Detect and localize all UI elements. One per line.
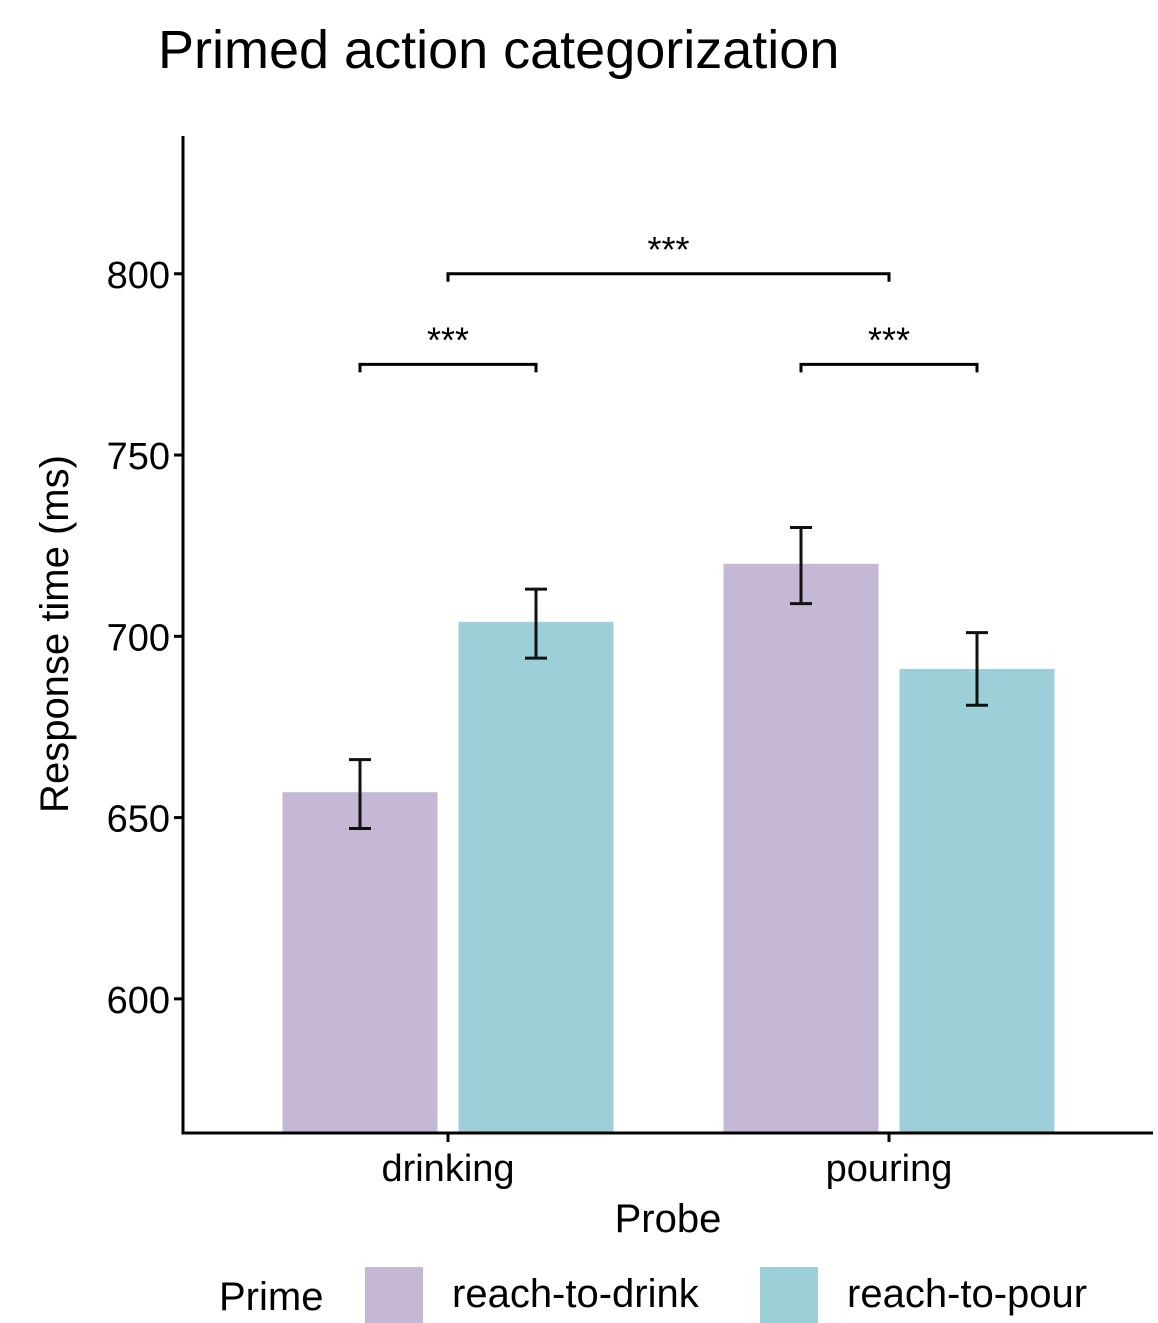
legend-title: Prime bbox=[219, 1275, 323, 1319]
error-bar-reach-to-pour-drinking bbox=[525, 587, 547, 660]
significance-bracket-line bbox=[358, 362, 538, 373]
chart-title: Primed action categorization bbox=[158, 20, 839, 80]
error-bar-reach-to-pour-pouring bbox=[966, 631, 988, 707]
x-tick-label-drinking: drinking bbox=[381, 1148, 514, 1190]
bar-reach-to-drink-pouring bbox=[723, 563, 879, 1133]
y-tick-label-700: 700 bbox=[107, 617, 170, 659]
x-tick-label-pouring: pouring bbox=[826, 1148, 953, 1190]
significance-bracket-2 bbox=[446, 272, 891, 282]
x-axis-title: Probe bbox=[615, 1197, 722, 1241]
plot-area: 600 650 700 750 800 drinking pouring *** *** *** bbox=[107, 136, 1153, 1190]
legend-key-reach-to-pour bbox=[760, 1267, 818, 1323]
y-tick-label-800: 800 bbox=[107, 255, 170, 297]
error-bar-reach-to-drink-pouring bbox=[790, 526, 812, 606]
legend: Prime reach-to-drink reach-to-pour bbox=[219, 1267, 1087, 1323]
significance-label-0: *** bbox=[427, 319, 469, 360]
significance-bracket-1 bbox=[799, 362, 979, 373]
y-tick-label-650: 650 bbox=[107, 799, 170, 841]
significance-label-2: *** bbox=[647, 229, 689, 270]
bar-reach-to-pour-pouring bbox=[899, 668, 1055, 1133]
significance-bracket-line bbox=[446, 272, 891, 282]
significance-bracket-line bbox=[799, 362, 979, 373]
bar-reach-to-drink-drinking bbox=[282, 792, 438, 1133]
legend-key-reach-to-drink bbox=[365, 1267, 423, 1323]
y-tick-label-750: 750 bbox=[107, 436, 170, 478]
error-bar-reach-to-drink-drinking bbox=[349, 758, 371, 830]
legend-label-reach-to-drink: reach-to-drink bbox=[452, 1272, 700, 1316]
y-tick-label-600: 600 bbox=[107, 980, 170, 1022]
legend-label-reach-to-pour: reach-to-pour bbox=[847, 1272, 1087, 1316]
significance-bracket-0 bbox=[358, 362, 538, 373]
y-axis-title: Response time (ms) bbox=[33, 455, 77, 813]
bar-reach-to-pour-drinking bbox=[458, 621, 614, 1133]
significance-label-1: *** bbox=[868, 319, 910, 360]
